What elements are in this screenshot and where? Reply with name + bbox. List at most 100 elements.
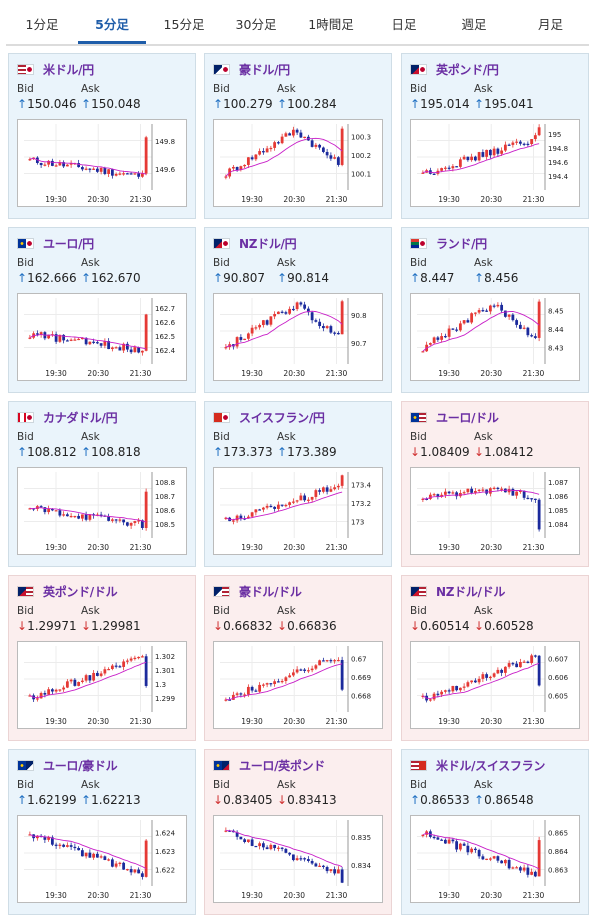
pair-name-link[interactable]: スイスフラン/円	[239, 410, 325, 425]
ask-value: ↑195.041	[474, 97, 534, 111]
tab-6[interactable]: 週足	[461, 17, 487, 32]
rate-card[interactable]: ユーロ/円 Bid Ask ↑162.666 ↑162.670 162.7 162.6 162…	[8, 227, 196, 393]
y-tick-label: 0.607	[548, 655, 568, 663]
pair-name-link[interactable]: NZドル/円	[239, 236, 297, 251]
candle-body	[103, 856, 107, 861]
card-header: ランド/円	[410, 234, 487, 252]
y-tick-label: 0.67	[351, 655, 367, 663]
candle-body	[125, 522, 129, 526]
candle-body	[336, 485, 340, 488]
candle-body	[50, 689, 54, 692]
candlestick-chart[interactable]: 8.45 8.44 8.43 19:30 20:30 21:30	[410, 293, 580, 381]
candle-body	[246, 516, 250, 519]
rate-card[interactable]: NZドル/円 Bid Ask ↑90.807 ↑90.814 90.8 90.7 19:30 2…	[204, 227, 392, 393]
y-tick-label: 173	[351, 519, 364, 527]
ask-value: ↑108.818	[81, 445, 141, 459]
rate-card[interactable]: NZドル/ドル Bid Ask ↓0.60514 ↓0.60528 0.607 0.606 0…	[401, 575, 589, 741]
pair-name-link[interactable]: 英ポンド/円	[436, 62, 499, 77]
pair-name-link[interactable]: ユーロ/英ポンド	[239, 758, 325, 773]
tab-7[interactable]: 月足	[537, 17, 563, 32]
rate-card[interactable]: スイスフラン/円 Bid Ask ↑173.373 ↑173.389 173.4 173.2…	[204, 401, 392, 567]
tab-1[interactable]: 5分足	[78, 8, 146, 44]
rate-card[interactable]: 米ドル/円 Bid Ask ↑150.046 ↑150.048 149.8 149.6 19:…	[8, 53, 196, 219]
rate-card[interactable]: ユーロ/英ポンド Bid Ask ↓0.83405 ↓0.83413 0.835 0.834…	[204, 749, 392, 915]
candle-body	[473, 156, 477, 161]
rate-card[interactable]: 豪ドル/円 Bid Ask ↑100.279 ↑100.284 100.3 100.2 100…	[204, 53, 392, 219]
pair-name-link[interactable]: 米ドル/円	[43, 62, 94, 77]
candle-body	[329, 326, 333, 333]
candle-body	[492, 487, 496, 490]
tab-0[interactable]: 1分足	[25, 17, 59, 32]
candle-body	[470, 313, 474, 323]
candle-body	[336, 157, 340, 165]
candlestick-chart[interactable]: 1.087 1.086 1.085 1.084 19:30 20:30 21:30	[410, 467, 580, 555]
candle-body	[440, 168, 444, 171]
chart-canvas: 162.7 162.6 162.5 162.4 19:30 20:30 21:30	[24, 298, 176, 378]
bid-label: Bid	[17, 605, 34, 617]
candle-body	[250, 839, 254, 846]
rate-card[interactable]: ランド/円 Bid Ask ↑8.447 ↑8.456 8.45 8.44 8.43 19:30…	[401, 227, 589, 393]
candlestick-chart[interactable]: 173.4 173.2 173 19:30 20:30 21:30	[213, 467, 383, 555]
candle-body	[477, 678, 481, 683]
candlestick-chart[interactable]: 100.3 100.2 100.1 19:30 20:30 21:30	[213, 119, 383, 207]
pair-name-link[interactable]: 英ポンド/ドル	[43, 584, 118, 599]
pair-name-link[interactable]: ランド/円	[436, 236, 487, 251]
x-tick-label: 20:30	[87, 543, 109, 552]
candle-body	[447, 690, 451, 692]
candlestick-chart[interactable]: 1.624 1.623 1.622 19:30 20:30 21:30	[17, 815, 187, 903]
candlestick-chart[interactable]: 90.8 90.7 19:30 20:30 21:30	[213, 293, 383, 381]
candlestick-chart[interactable]: 0.865 0.864 0.863 19:30 20:30 21:30	[410, 815, 580, 903]
y-tick-label: 0.606	[548, 674, 569, 682]
tab-2[interactable]: 15分足	[163, 17, 205, 32]
candlestick-chart[interactable]: 162.7 162.6 162.5 162.4 19:30 20:30 21:30	[17, 293, 187, 381]
candle-body	[485, 674, 489, 678]
candle-body	[47, 334, 51, 339]
bid-label: Bid	[213, 257, 230, 269]
candle-body	[310, 496, 314, 500]
candle-body	[273, 844, 277, 849]
currency-flag-icon	[410, 237, 427, 249]
rate-card[interactable]: ユーロ/豪ドル Bid Ask ↑1.62199 ↑1.62213 1.624 1.623 1…	[8, 749, 196, 915]
candle-body	[77, 847, 81, 851]
rate-card[interactable]: 英ポンド/円 Bid Ask ↑195.014 ↑195.041 195 194.8 194.…	[401, 53, 589, 219]
candlestick-chart[interactable]: 149.8 149.6 19:30 20:30 21:30	[17, 119, 187, 207]
candlestick-chart[interactable]: 0.835 0.834 19:30 20:30 21:30	[213, 815, 383, 903]
bid-value: ↑90.807	[213, 271, 266, 285]
rate-card[interactable]: 豪ドル/ドル Bid Ask ↓0.66832 ↓0.66836 0.67 0.669 0.6…	[204, 575, 392, 741]
candle-body	[140, 656, 144, 658]
rate-card[interactable]: 米ドル/スイスフラン Bid Ask ↑0.86533 ↑0.86548 0.865 0.8…	[401, 749, 589, 915]
pair-name-link[interactable]: ユーロ/円	[43, 236, 94, 251]
pair-name-link[interactable]: NZドル/ドル	[436, 584, 506, 599]
tab-4[interactable]: 1時間足	[308, 17, 354, 32]
moving-average-line	[225, 830, 343, 868]
candle-body	[73, 339, 77, 341]
candlestick-chart[interactable]: 195 194.8 194.6 194.4 19:30 20:30 21:30	[410, 119, 580, 207]
candle-body	[533, 336, 537, 338]
tab-3[interactable]: 30分足	[235, 17, 277, 32]
rate-card[interactable]: 英ポンド/ドル Bid Ask ↓1.29971 ↓1.29981 1.302 1.301 1…	[8, 575, 196, 741]
candle-body	[133, 521, 137, 523]
x-tick-label: 19:30	[438, 369, 460, 378]
pair-name-link[interactable]: 米ドル/スイスフラン	[436, 758, 546, 773]
candlestick-chart[interactable]: 0.607 0.606 0.605 19:30 20:30 21:30	[410, 641, 580, 729]
pair-name-link[interactable]: カナダドル/円	[43, 410, 118, 425]
candle-body	[276, 142, 280, 144]
candle-body	[65, 514, 69, 517]
y-tick-label: 8.45	[548, 307, 564, 315]
candlestick-chart[interactable]: 0.67 0.669 0.668 19:30 20:30 21:30	[213, 641, 383, 729]
candle-body	[451, 328, 455, 330]
candlestick-chart[interactable]: 1.302 1.301 1.3 1.299 19:30 20:30 21:30	[17, 641, 187, 729]
rate-card[interactable]: カナダドル/円 Bid Ask ↑108.812 ↑108.818 108.8 108.7 1…	[8, 401, 196, 567]
x-tick-label: 20:30	[283, 891, 305, 900]
pair-name-link[interactable]: 豪ドル/ドル	[239, 584, 302, 599]
tab-5[interactable]: 日足	[391, 17, 417, 32]
pair-name-link[interactable]: ユーロ/豪ドル	[43, 758, 118, 773]
candle-body	[35, 835, 39, 839]
candlestick-chart[interactable]: 108.8 108.7 108.6 108.5 19:30 20:30 21:30	[17, 467, 187, 555]
rate-card[interactable]: ユーロ/ドル Bid Ask ↓1.08409 ↓1.08412 1.087 1.086 1.…	[401, 401, 589, 567]
pair-name-link[interactable]: ユーロ/ドル	[436, 410, 499, 425]
card-header: ユーロ/ドル	[410, 408, 499, 426]
candle-body	[321, 147, 325, 152]
candle-body	[496, 856, 500, 861]
pair-name-link[interactable]: 豪ドル/円	[239, 62, 290, 77]
